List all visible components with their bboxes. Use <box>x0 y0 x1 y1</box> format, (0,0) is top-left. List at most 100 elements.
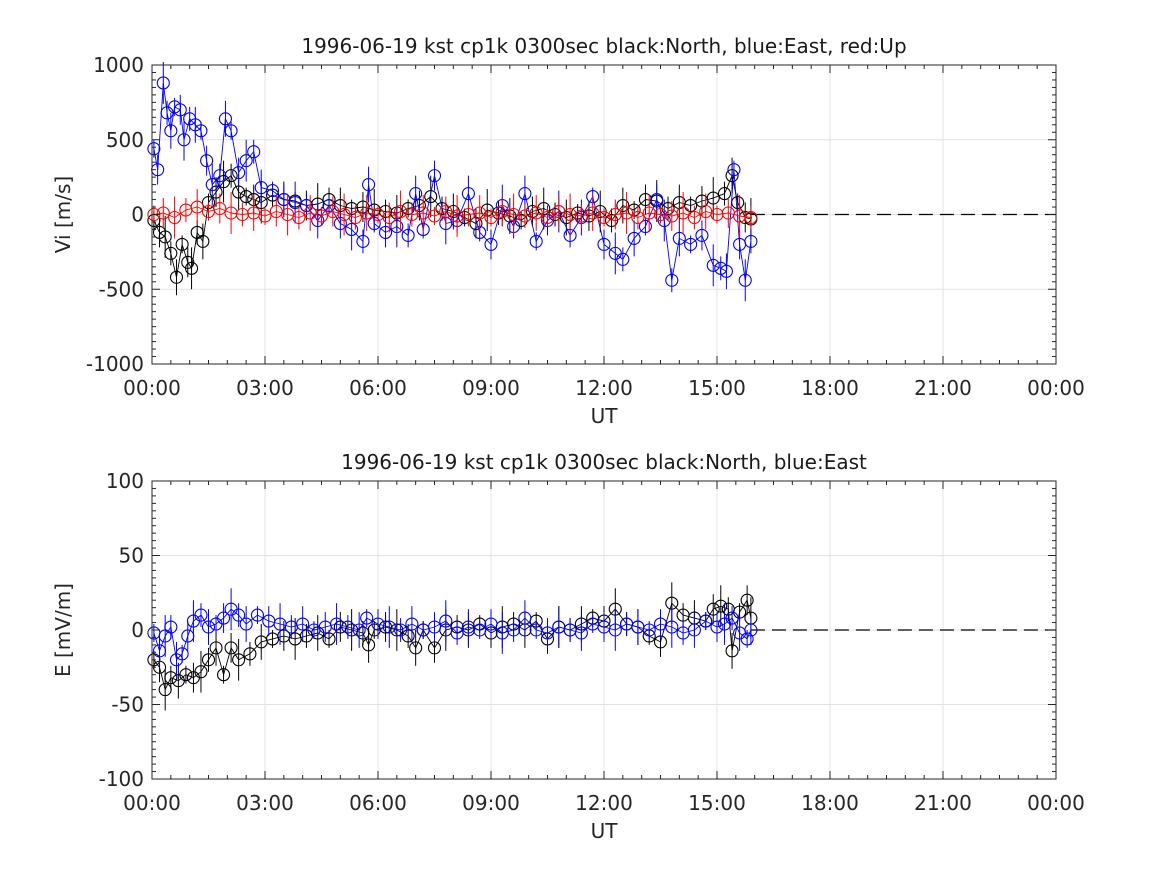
data-point <box>390 623 404 637</box>
data-point <box>200 154 214 168</box>
velocity-y-axis-label: Vi [m/s] <box>51 176 75 253</box>
data-point <box>217 611 231 625</box>
data-point <box>529 234 543 248</box>
data-point <box>717 187 732 201</box>
data-point <box>156 206 170 220</box>
y-tick-label: 0 <box>131 203 144 227</box>
data-point <box>427 620 442 634</box>
data-point <box>740 632 754 646</box>
data-point <box>217 668 231 682</box>
data-point <box>740 593 754 607</box>
data-point <box>299 198 313 213</box>
series-east <box>147 588 758 678</box>
data-point <box>390 219 404 234</box>
data-point <box>218 112 232 126</box>
data-point <box>409 641 423 655</box>
data-point <box>224 124 238 138</box>
data-point <box>239 154 253 168</box>
data-point <box>213 169 227 183</box>
data-point <box>168 210 182 225</box>
data-point <box>439 204 453 219</box>
data-point <box>706 602 720 616</box>
data-point <box>744 234 758 248</box>
data-point <box>367 216 381 231</box>
data-point <box>446 204 460 219</box>
data-point <box>616 198 630 213</box>
data-point <box>164 620 178 634</box>
x-tick-label: 18:00 <box>801 791 859 815</box>
x-tick-label: 03:00 <box>236 791 294 815</box>
data-point <box>687 210 701 225</box>
data-point <box>164 246 178 260</box>
y-tick-label: -500 <box>99 277 144 301</box>
data-point <box>631 210 645 225</box>
data-point <box>394 623 408 637</box>
electric-field-chart-title: 1996-06-19 kst cp1k 0300sec black:North,… <box>341 450 867 474</box>
data-point <box>676 206 690 220</box>
electric-field-data-marks <box>147 582 758 711</box>
data-point <box>239 190 253 204</box>
data-point <box>719 264 733 278</box>
data-point <box>744 623 758 637</box>
x-tick-label: 15:00 <box>688 791 746 815</box>
x-tick-label: 12:00 <box>575 376 633 400</box>
data-point <box>296 617 310 631</box>
x-tick-label: 12:00 <box>575 791 633 815</box>
data-point <box>352 623 366 637</box>
y-tick-label: 100 <box>106 469 144 493</box>
data-point <box>684 198 698 213</box>
x-tick-label: 18:00 <box>801 376 859 400</box>
x-tick-label: 09:00 <box>462 791 520 815</box>
data-point <box>164 124 178 138</box>
data-point <box>196 234 210 248</box>
data-point <box>173 103 187 117</box>
data-point <box>243 647 257 661</box>
data-point <box>209 185 223 199</box>
data-point <box>213 201 227 216</box>
data-point <box>258 209 272 223</box>
data-point <box>620 206 634 220</box>
series-up <box>147 189 758 239</box>
data-point <box>185 261 199 275</box>
data-point <box>744 210 758 225</box>
data-point <box>401 228 415 242</box>
velocity-x-axis-label: UT <box>591 404 619 428</box>
data-point <box>175 647 189 661</box>
data-point <box>179 668 193 682</box>
x-tick-label: 00:00 <box>123 791 181 815</box>
electric-field-panel: 00:00 03:00 06:00 09:00 12:00 15:00 18:00 21:00… <box>51 450 1085 843</box>
data-point <box>247 145 261 159</box>
data-point <box>201 653 216 667</box>
data-point <box>695 228 709 242</box>
data-point <box>378 225 393 239</box>
data-point <box>687 623 701 637</box>
data-point <box>209 641 223 655</box>
electric-field-y-axis-label: E [mV/m] <box>51 583 75 677</box>
x-tick-label: 00:00 <box>1027 376 1085 400</box>
data-point <box>409 187 423 201</box>
data-point <box>265 184 280 198</box>
data-point <box>473 206 487 220</box>
data-point <box>201 620 216 634</box>
data-point <box>725 169 739 183</box>
data-point <box>727 163 741 177</box>
data-point <box>706 191 720 205</box>
y-tick-label: 500 <box>106 128 144 152</box>
data-point <box>405 617 419 631</box>
data-point <box>518 611 532 625</box>
data-point <box>518 187 532 201</box>
data-point <box>586 206 600 220</box>
data-point <box>616 252 630 266</box>
data-point <box>540 626 555 640</box>
data-point <box>608 623 622 637</box>
data-point <box>348 210 362 225</box>
y-tick-label: -100 <box>99 767 144 791</box>
data-point <box>169 270 184 284</box>
y-tick-label: -50 <box>111 693 144 717</box>
data-point <box>292 210 306 225</box>
data-point <box>665 273 679 287</box>
data-point <box>710 620 724 634</box>
data-point <box>194 124 208 138</box>
data-point <box>345 222 359 236</box>
data-point <box>224 169 238 183</box>
